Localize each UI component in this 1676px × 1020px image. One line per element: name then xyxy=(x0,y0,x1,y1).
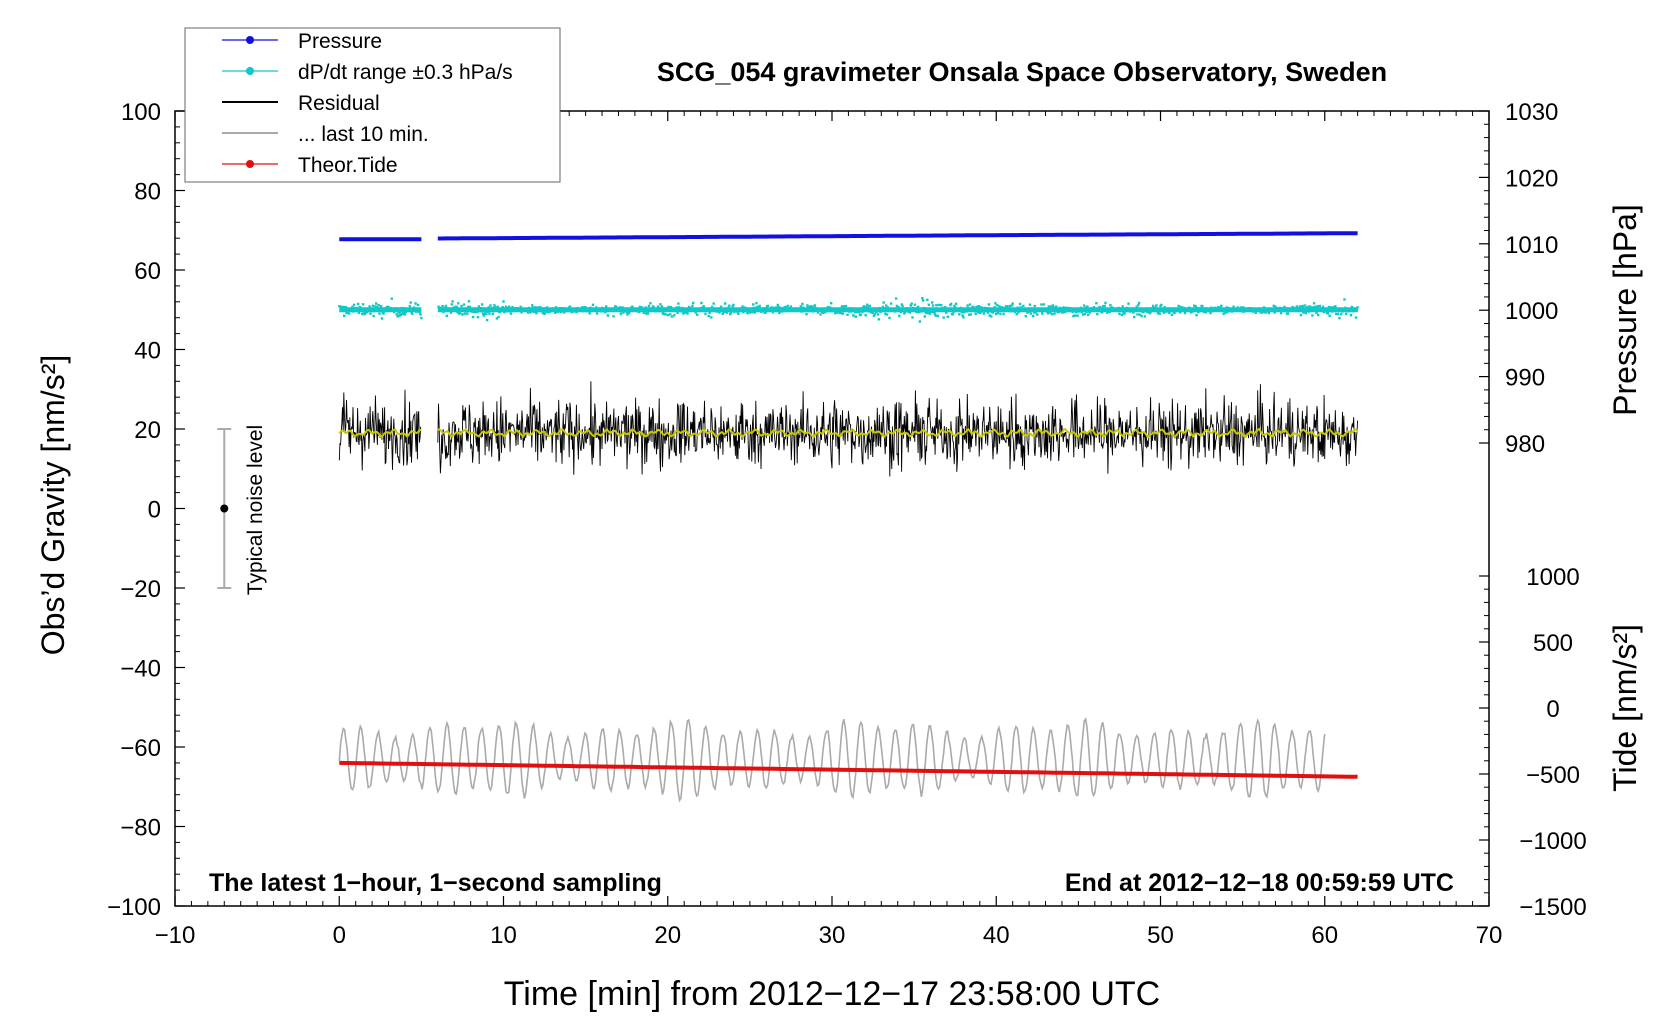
x-tick-label: 0 xyxy=(333,922,346,949)
end-time-annotation: End at 2012−12−18 00:59:59 UTC xyxy=(1065,869,1454,897)
tide-tick-label: 1000 xyxy=(1526,564,1579,591)
theor-tide-line xyxy=(339,760,1358,779)
pressure-tick-label: 980 xyxy=(1505,431,1545,458)
tide-tick-label: −500 xyxy=(1526,762,1580,789)
legend-entry-residual: Residual xyxy=(222,92,380,115)
x-tick-label: 10 xyxy=(490,922,517,949)
legend-box xyxy=(184,27,561,183)
y-axis-label-left: Obs’d Gravity [nm/s²] xyxy=(35,355,71,656)
pressure-tick-label: 1010 xyxy=(1505,232,1558,259)
x-tick-label: 20 xyxy=(654,922,681,949)
y-left-tick-label: −80 xyxy=(120,815,161,842)
tide-tick-label: −1000 xyxy=(1519,828,1586,855)
x-tick-label: 60 xyxy=(1311,922,1338,949)
noise-level-label: Typical noise level xyxy=(244,425,267,595)
chart-title: SCG_054 gravimeter Onsala Space Observat… xyxy=(657,57,1387,87)
pressure-tick-label: 990 xyxy=(1505,365,1545,392)
y-left-tick-label: −100 xyxy=(107,894,161,921)
legend-marker-tide xyxy=(246,160,254,168)
legend-entry-dpdt: dP/dt range ±0.3 hPa/s xyxy=(222,61,513,84)
x-tick-label: 50 xyxy=(1147,922,1174,949)
x-axis-label: Time [min] from 2012−12−17 23:58:00 UTC xyxy=(504,975,1160,1013)
residual-line xyxy=(338,381,1359,477)
y-axis-label-pressure: Pressure [hPa] xyxy=(1607,204,1643,416)
residual-smoothed-line xyxy=(437,427,1359,439)
legend-entry-tide: Theor.Tide xyxy=(222,154,398,177)
y-left-tick-label: −40 xyxy=(120,656,161,683)
y-left-tick-label: 0 xyxy=(148,497,161,524)
legend-label-last10: ... last 10 min. xyxy=(298,123,429,146)
plot-frame xyxy=(174,110,1490,907)
legend-marker-pressure xyxy=(246,36,254,44)
legend-marker-dpdt xyxy=(246,67,254,75)
tide-tick-label: 500 xyxy=(1533,630,1573,657)
noise-bar-center xyxy=(220,504,229,513)
residual-smoothed-line xyxy=(338,428,422,438)
y-left-tick-label: 100 xyxy=(121,99,161,126)
legend-label-pressure: Pressure xyxy=(298,30,382,53)
y-left-tick-label: 80 xyxy=(134,179,161,206)
tide-tick-label: −1500 xyxy=(1519,894,1586,921)
pressure-tick-label: 1030 xyxy=(1505,99,1558,126)
y-left-tick-label: 60 xyxy=(134,258,161,285)
legend-entry-last10: ... last 10 min. xyxy=(222,123,429,146)
x-tick-label: 70 xyxy=(1476,922,1503,949)
legend-entry-pressure: Pressure xyxy=(222,30,382,53)
pressure-tick-label: 1020 xyxy=(1505,165,1558,192)
pressure-tick-label: 1000 xyxy=(1505,298,1558,325)
x-tick-label: −10 xyxy=(155,922,196,949)
x-tick-label: 40 xyxy=(983,922,1010,949)
legend: Pressure dP/dt range ±0.3 hPa/s Residual… xyxy=(184,27,561,183)
legend-label-dpdt: dP/dt range ±0.3 hPa/s xyxy=(298,61,513,84)
legend-label-tide: Theor.Tide xyxy=(298,154,398,177)
y-left-tick-label: −20 xyxy=(120,576,161,603)
tide-tick-label: 0 xyxy=(1546,696,1559,723)
legend-label-residual: Residual xyxy=(298,92,380,115)
y-left-tick-label: −60 xyxy=(120,735,161,762)
y-left-tick-label: 40 xyxy=(134,338,161,365)
data-layer xyxy=(217,231,1359,803)
y-axis-label-tide: Tide [nm/s²] xyxy=(1607,624,1643,792)
x-tick-label: 30 xyxy=(819,922,846,949)
y-left-tick-label: 20 xyxy=(134,417,161,444)
last-10-min-line xyxy=(338,717,1326,803)
pressure-line-segment xyxy=(437,231,1358,241)
sampling-annotation: The latest 1−hour, 1−second sampling xyxy=(209,869,662,897)
axis-layer: −10 0 10 20 30 40 50 60 70−100−80−60−40−20020406… xyxy=(107,99,1587,949)
